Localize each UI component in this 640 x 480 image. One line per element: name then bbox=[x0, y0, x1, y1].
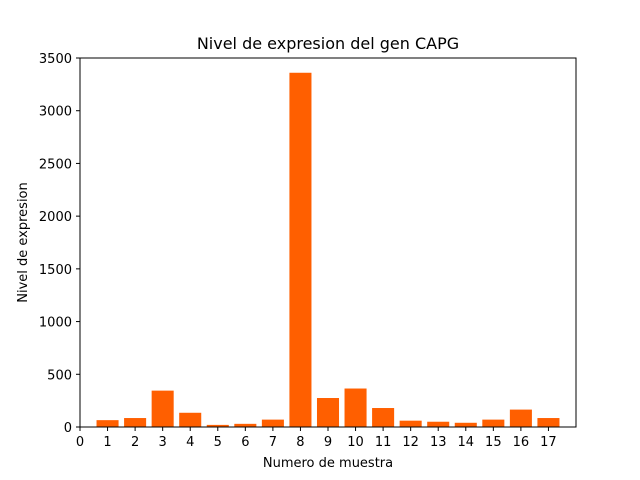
bar-sample-7 bbox=[261, 419, 284, 427]
x-tick-label: 1 bbox=[103, 435, 111, 450]
y-tick-label: 3000 bbox=[39, 105, 72, 120]
y-tick-label: 2500 bbox=[39, 157, 72, 172]
x-tick-label: 0 bbox=[76, 435, 84, 450]
y-tick-label: 1500 bbox=[39, 263, 72, 278]
x-tick-label: 5 bbox=[214, 435, 222, 450]
x-tick-label: 11 bbox=[375, 435, 392, 450]
bar-sample-10 bbox=[344, 388, 367, 427]
chart-title: Nivel de expresion del gen CAPG bbox=[197, 34, 459, 53]
x-tick-label: 2 bbox=[131, 435, 139, 450]
bar-sample-2 bbox=[124, 418, 147, 427]
bar-sample-6 bbox=[234, 423, 257, 427]
x-axis-ticks: 0 1 2 3 4 5 6 7 8 9 10 11 12 13 14 15 16 17 bbox=[76, 427, 557, 450]
x-tick-label: 10 bbox=[347, 435, 364, 450]
y-tick-label: 0 bbox=[64, 421, 72, 436]
bar-sample-13 bbox=[427, 421, 450, 427]
bar-sample-4 bbox=[179, 412, 202, 427]
x-tick-label: 12 bbox=[402, 435, 419, 450]
y-axis-label: Nivel de expresion bbox=[16, 182, 31, 303]
x-tick-label: 16 bbox=[513, 435, 530, 450]
y-tick-label: 2000 bbox=[39, 210, 72, 225]
bar-sample-17 bbox=[537, 418, 560, 427]
x-tick-label: 9 bbox=[324, 435, 332, 450]
bar-sample-11 bbox=[372, 408, 395, 427]
bar-sample-5 bbox=[206, 424, 229, 427]
bar-sample-15 bbox=[482, 419, 505, 427]
x-tick-label: 3 bbox=[159, 435, 167, 450]
bar-sample-9 bbox=[316, 398, 340, 427]
bars-group bbox=[96, 72, 560, 427]
x-tick-label: 4 bbox=[186, 435, 194, 450]
y-tick-label: 3500 bbox=[39, 52, 72, 67]
x-axis-label: Numero de muestra bbox=[263, 456, 393, 471]
x-tick-label: 7 bbox=[269, 435, 277, 450]
y-axis-ticks: 0 500 1000 1500 2000 2500 3000 3500 bbox=[39, 52, 80, 436]
x-tick-label: 15 bbox=[485, 435, 502, 450]
x-tick-label: 17 bbox=[540, 435, 557, 450]
y-tick-label: 1000 bbox=[39, 316, 72, 331]
x-tick-label: 14 bbox=[458, 435, 475, 450]
bar-sample-14 bbox=[454, 422, 477, 427]
x-tick-label: 13 bbox=[430, 435, 447, 450]
bar-sample-8 bbox=[289, 72, 312, 427]
x-tick-label: 8 bbox=[296, 435, 304, 450]
bar-sample-12 bbox=[399, 420, 422, 427]
plot-frame bbox=[79, 57, 577, 428]
bar-sample-1 bbox=[96, 420, 119, 427]
x-tick-label: 6 bbox=[241, 435, 249, 450]
bar-sample-3 bbox=[151, 390, 174, 427]
bar-sample-16 bbox=[509, 409, 532, 427]
y-tick-label: 500 bbox=[47, 368, 72, 383]
